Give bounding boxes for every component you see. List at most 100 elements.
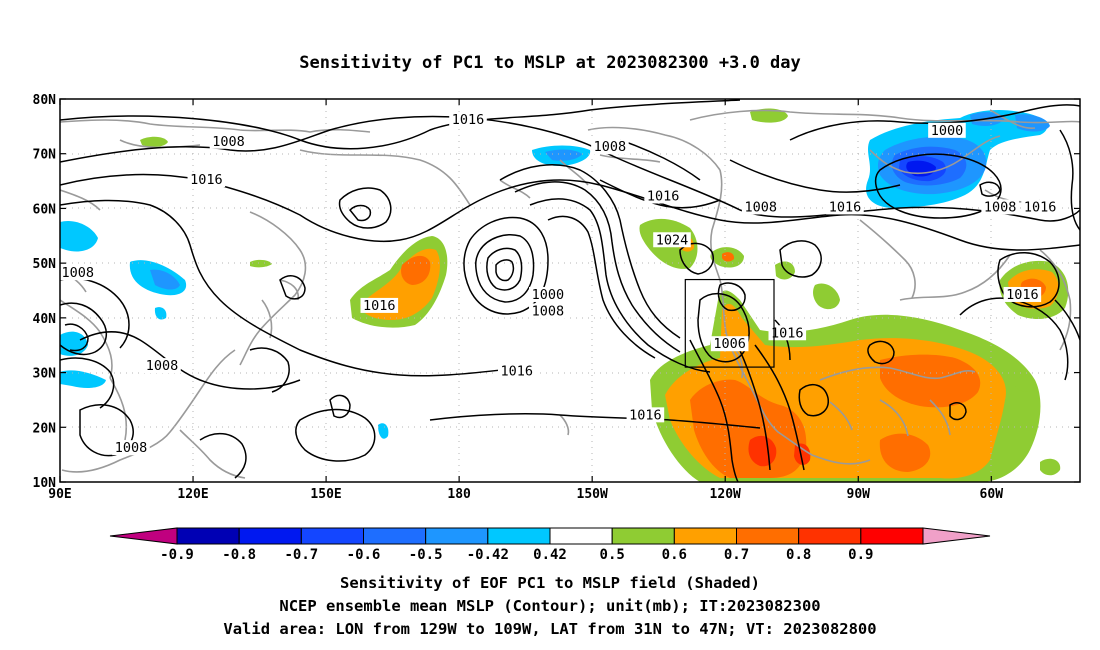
contour-label: 1016 (1024, 199, 1057, 215)
positive-sensitivity-area (1040, 458, 1061, 476)
contour-label: 1006 (713, 336, 746, 352)
lon-tick-label: 90W (847, 487, 871, 502)
valid-area-box (684, 278, 775, 368)
figure-title: Sensitivity of PC1 to MSLP at 2023082300… (299, 53, 801, 73)
colorbar-swatch (487, 527, 551, 545)
colorbar-label: 0.5 (600, 547, 625, 563)
contour-label-bg (653, 232, 691, 248)
contour-label: 1000 (931, 123, 964, 139)
contour-label-bg (187, 172, 226, 188)
contour-label: 1016 (501, 364, 534, 380)
negative-sensitivity-area (150, 269, 180, 290)
positive-sensitivity-area (794, 443, 811, 465)
positive-sensitivity-area (879, 433, 931, 472)
positive-sensitivity-area (1015, 375, 1037, 392)
lon-tick-label: 180 (447, 487, 471, 502)
contour-label: 1016 (629, 407, 662, 423)
lat-tick-label: 10N (33, 476, 57, 491)
contour-label-bg (360, 297, 399, 313)
positive-sensitivity-area (880, 354, 981, 408)
lat-tick-label: 50N (33, 257, 57, 272)
colorbar-swatch (860, 527, 924, 545)
contour-label-bg (112, 440, 150, 456)
contour-label: 1016 (829, 199, 862, 215)
contour-label: 1008 (212, 134, 245, 150)
contour-label: 1016 (771, 325, 804, 341)
colorbar-swatch (611, 527, 675, 545)
colorbar-swatch (176, 527, 240, 545)
contour-label: 1008 (594, 139, 627, 155)
sensitivity-shading (60, 108, 1069, 482)
positive-sensitivity-area (250, 259, 272, 268)
colorbar-swatch (798, 527, 862, 545)
contour-label: 1008 (532, 303, 565, 319)
map-frame (59, 98, 1081, 483)
contour-label-bg (644, 188, 682, 204)
colorbar-label: 0.6 (662, 547, 687, 563)
contour-label-bg (741, 199, 780, 215)
caption-line-1: Sensitivity of EOF PC1 to MSLP field (Sh… (340, 574, 760, 592)
colorbar-label: -0.7 (284, 547, 318, 563)
coastlines (60, 109, 1080, 479)
colorbar-label: -0.5 (409, 547, 443, 563)
contour-label-bg (981, 199, 1019, 215)
contour-label-bg (591, 139, 629, 155)
positive-sensitivity-area (140, 136, 168, 147)
contour-label-bg (768, 325, 807, 341)
colorbar-swatch (736, 527, 800, 545)
lon-tick-label: 150E (310, 487, 341, 502)
lat-lon-grid (60, 99, 1080, 482)
colorbar-swatch (425, 527, 489, 545)
lat-tick-label: 20N (33, 421, 57, 436)
lat-tick-label: 70N (33, 148, 57, 163)
contour-label: 1008 (146, 358, 179, 374)
colorbar-swatch (549, 527, 613, 545)
colorbar: -0.9 -0.8 -0.7 -0.6 -0.5 -0.42 0.42 0.5 0.6 0.7 0.… (109, 527, 991, 563)
negative-sensitivity-area (378, 423, 389, 439)
lon-tick-label: 90E (48, 487, 71, 502)
contour-label: 1008 (61, 265, 94, 281)
contour-label-bg (1021, 199, 1059, 215)
lon-tick-label: 150W (577, 487, 608, 502)
lon-tick-label: 120E (177, 487, 208, 502)
colorbar-label: 0.7 (724, 547, 749, 563)
lon-tick-label: 60W (980, 487, 1004, 502)
negative-sensitivity-area (545, 149, 582, 161)
colorbar-swatch (300, 527, 365, 545)
negative-sensitivity-area (60, 370, 106, 388)
colorbar-swatch (673, 527, 737, 545)
contour-label-bg (60, 265, 97, 281)
contour-label: 1016 (363, 298, 396, 314)
contour-label: 1016 (647, 188, 680, 204)
contour-label-bg (1003, 286, 1042, 302)
contour-label-bg (143, 358, 181, 374)
colorbar-extend-high (922, 527, 991, 545)
contour-label: 1008 (984, 199, 1017, 215)
positive-sensitivity-area (722, 252, 735, 262)
colorbar-swatch (363, 527, 427, 545)
colorbar-label: -0.8 (222, 547, 256, 563)
contour-label-bg (710, 336, 749, 352)
negative-sensitivity-area (60, 220, 98, 252)
colorbar-swatch (238, 527, 302, 545)
positive-sensitivity-area (690, 379, 807, 478)
lat-tick-label: 30N (33, 367, 57, 382)
contour-label-bg (529, 286, 567, 302)
mslp-contours (60, 99, 1080, 482)
negative-sensitivity-area (154, 307, 167, 320)
contour-label: 1008 (115, 440, 148, 456)
lat-tick-label: 60N (33, 202, 57, 217)
contour-label: 1016 (452, 112, 485, 128)
lat-tick-label: 80N (33, 93, 57, 108)
colorbar-label: -0.6 (347, 547, 381, 563)
contour-label: 1016 (190, 172, 223, 188)
colorbar-extend-low (109, 527, 178, 545)
colorbar-label: -0.9 (160, 547, 194, 563)
positive-sensitivity-area (750, 108, 788, 123)
positive-sensitivity-area (813, 283, 840, 310)
contour-label: 1000 (532, 287, 565, 303)
contour-label: 1008 (744, 199, 777, 215)
